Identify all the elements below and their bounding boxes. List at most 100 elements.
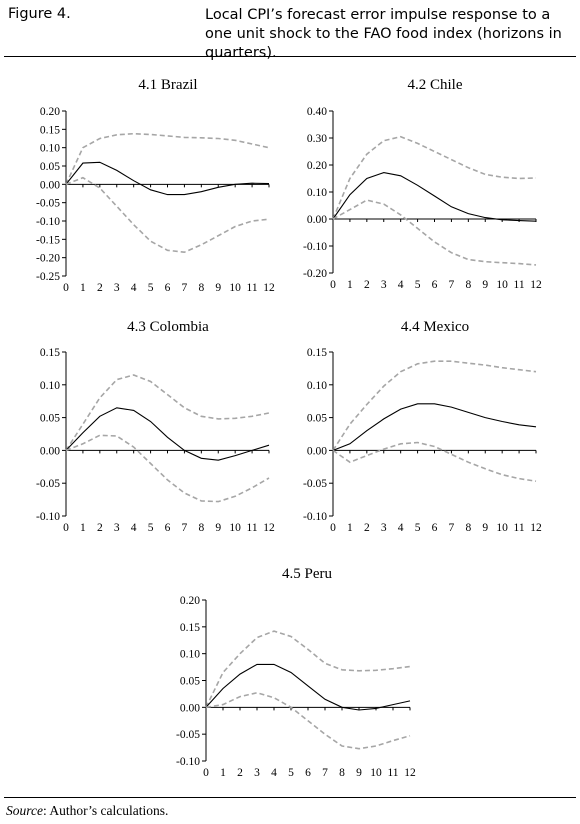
chart-panel-2: 4.2 Chile 0.40 0.30 0.20 0.10 0.00 -0.10 -0.200… xyxy=(303,77,542,291)
y-tick-label: -0.10 xyxy=(36,216,60,228)
x-tick-label: 9 xyxy=(215,282,221,294)
chart-panel-1: 4.1 Brazil 0.20 0.15 0.10 0.05 0.00 -0.05 -0.10… xyxy=(36,77,275,294)
x-tick-label: 3 xyxy=(381,279,387,291)
x-tick-label: 1 xyxy=(80,522,86,534)
y-tick-label: -0.20 xyxy=(303,268,327,280)
x-tick-label: 8 xyxy=(339,767,345,779)
series-line-upper xyxy=(332,360,537,451)
x-tick-label: 4 xyxy=(131,282,137,294)
figure-number: Figure 4. xyxy=(8,6,71,22)
series-line-median xyxy=(65,161,270,196)
x-tick-label: 5 xyxy=(148,522,154,534)
y-tick-label: 0.20 xyxy=(40,106,60,118)
x-tick-label: 1 xyxy=(80,282,86,294)
x-tick-label: 12 xyxy=(530,522,542,534)
x-tick-label: 9 xyxy=(482,279,488,291)
y-tick-label: -0.10 xyxy=(176,756,200,768)
x-tick-label: 5 xyxy=(415,279,421,291)
top-rule xyxy=(4,56,576,57)
series-line-upper xyxy=(332,135,537,220)
y-tick-label: 0.15 xyxy=(40,347,60,359)
x-tick-label: 4 xyxy=(398,522,404,534)
x-tick-label: 11 xyxy=(514,279,525,291)
x-tick-label: 0 xyxy=(203,767,209,779)
y-tick-label: 0.20 xyxy=(307,160,327,172)
series-line-lower xyxy=(65,176,270,254)
y-tick-label: 0.05 xyxy=(307,413,327,425)
y-tick-label: 0.20 xyxy=(180,595,200,607)
x-tick-label: 7 xyxy=(449,522,455,534)
x-tick-label: 6 xyxy=(165,282,171,294)
x-tick-label: 3 xyxy=(381,522,387,534)
x-tick-label: 5 xyxy=(415,522,421,534)
x-tick-label: 8 xyxy=(465,522,471,534)
x-tick-label: 8 xyxy=(465,279,471,291)
x-tick-label: 4 xyxy=(131,522,137,534)
x-tick-label: 6 xyxy=(165,522,171,534)
x-tick-label: 0 xyxy=(330,279,336,291)
y-tick-label: 0.05 xyxy=(40,161,60,173)
source-text: : Author’s calculations. xyxy=(43,803,169,818)
y-tick-label: 0.00 xyxy=(180,702,200,714)
y-tick-label: 0.40 xyxy=(307,106,327,118)
x-tick-label: 10 xyxy=(229,282,241,294)
series-line-lower xyxy=(205,691,411,750)
x-tick-label: 3 xyxy=(254,767,260,779)
y-tick-label: -0.05 xyxy=(36,478,60,490)
y-tick-label: 0.10 xyxy=(307,380,327,392)
y-tick-label: 0.00 xyxy=(40,179,60,191)
x-tick-label: 7 xyxy=(449,279,455,291)
y-tick-label: -0.15 xyxy=(36,234,60,246)
chart-title: 4.3 Colombia xyxy=(127,319,209,335)
x-tick-label: 9 xyxy=(215,522,221,534)
y-tick-label: 0.10 xyxy=(307,187,327,199)
x-tick-label: 10 xyxy=(496,522,508,534)
x-tick-label: 0 xyxy=(63,282,69,294)
x-tick-label: 4 xyxy=(398,279,404,291)
x-tick-label: 11 xyxy=(247,282,258,294)
chart-title: 4.2 Chile xyxy=(408,77,463,93)
x-tick-label: 10 xyxy=(229,522,241,534)
x-tick-label: 12 xyxy=(263,282,275,294)
series-line-lower xyxy=(332,441,537,482)
series-line-upper xyxy=(65,132,270,185)
series-line-upper xyxy=(205,630,411,708)
chart-title: 4.5 Peru xyxy=(282,566,332,582)
x-tick-label: 1 xyxy=(347,522,353,534)
y-tick-label: 0.15 xyxy=(307,347,327,359)
x-tick-label: 2 xyxy=(364,279,370,291)
x-tick-label: 1 xyxy=(220,767,226,779)
series-line-median xyxy=(205,663,411,711)
y-tick-label: 0.15 xyxy=(40,124,60,136)
x-tick-label: 6 xyxy=(305,767,311,779)
x-tick-label: 1 xyxy=(347,279,353,291)
series-line-lower xyxy=(332,199,537,266)
x-tick-label: 11 xyxy=(514,522,525,534)
x-tick-label: 12 xyxy=(404,767,416,779)
y-tick-label: 0.30 xyxy=(307,133,327,145)
series-line-median xyxy=(65,407,270,461)
chart-title: 4.4 Mexico xyxy=(401,319,469,335)
series-line-lower xyxy=(65,434,270,503)
y-tick-label: 0.00 xyxy=(307,214,327,226)
x-tick-label: 2 xyxy=(97,282,103,294)
y-tick-label: -0.10 xyxy=(303,241,327,253)
y-tick-label: -0.10 xyxy=(36,511,60,523)
series-line-median xyxy=(332,403,537,451)
x-tick-label: 5 xyxy=(288,767,294,779)
bottom-rule xyxy=(4,797,576,798)
y-tick-label: 0.15 xyxy=(180,622,200,634)
figure-title: Local CPI’s forecast error impulse respo… xyxy=(205,7,562,61)
y-tick-label: 0.00 xyxy=(307,445,327,457)
x-tick-label: 9 xyxy=(356,767,362,779)
series-line-upper xyxy=(65,374,270,451)
x-tick-label: 8 xyxy=(198,522,204,534)
series-line-median xyxy=(332,172,537,222)
x-tick-label: 0 xyxy=(63,522,69,534)
y-tick-label: -0.05 xyxy=(176,729,200,741)
x-tick-label: 11 xyxy=(387,767,398,779)
